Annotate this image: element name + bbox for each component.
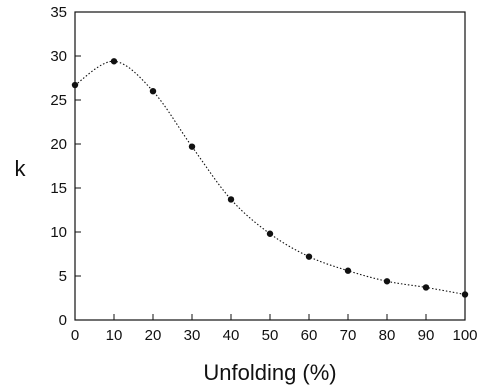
data-point — [305, 253, 313, 260]
x-axis-title: Unfolding (%) — [203, 360, 336, 385]
data-point — [266, 230, 274, 237]
x-axis-ticks: 0 10 20 30 40 50 60 70 80 90 100 — [71, 314, 478, 344]
data-point — [188, 143, 196, 150]
y-tick-label: 35 — [50, 4, 67, 21]
y-tick-label: 10 — [50, 224, 67, 241]
x-tick-label: 10 — [106, 327, 123, 344]
y-axis-ticks: 0 5 10 15 20 25 30 35 — [50, 4, 81, 329]
data-points — [71, 58, 469, 298]
data-point — [110, 58, 118, 65]
y-axis-title: k — [15, 156, 27, 181]
series-line — [74, 60, 466, 296]
data-point — [344, 267, 352, 274]
x-tick-label: 50 — [262, 327, 279, 344]
x-tick-label: 60 — [301, 327, 318, 344]
x-tick-label: 80 — [379, 327, 396, 344]
y-tick-label: 0 — [59, 312, 67, 329]
x-tick-label: 70 — [340, 327, 357, 344]
y-tick-label: 25 — [50, 92, 67, 109]
y-tick-label: 15 — [50, 180, 67, 197]
x-tick-label: 40 — [223, 327, 240, 344]
y-tick-label: 5 — [59, 268, 67, 285]
data-point — [383, 278, 391, 285]
x-tick-label: 90 — [418, 327, 435, 344]
plot-frame — [74, 11, 466, 321]
data-point — [422, 284, 430, 291]
x-tick-label: 20 — [145, 327, 162, 344]
data-point — [461, 291, 469, 298]
x-tick-label: 100 — [452, 327, 477, 344]
x-tick-label: 0 — [71, 327, 79, 344]
data-point — [149, 88, 157, 95]
y-tick-label: 30 — [50, 48, 67, 65]
x-tick-label: 30 — [184, 327, 201, 344]
y-tick-label: 20 — [50, 136, 67, 153]
data-point — [227, 196, 235, 203]
data-point — [71, 81, 79, 89]
